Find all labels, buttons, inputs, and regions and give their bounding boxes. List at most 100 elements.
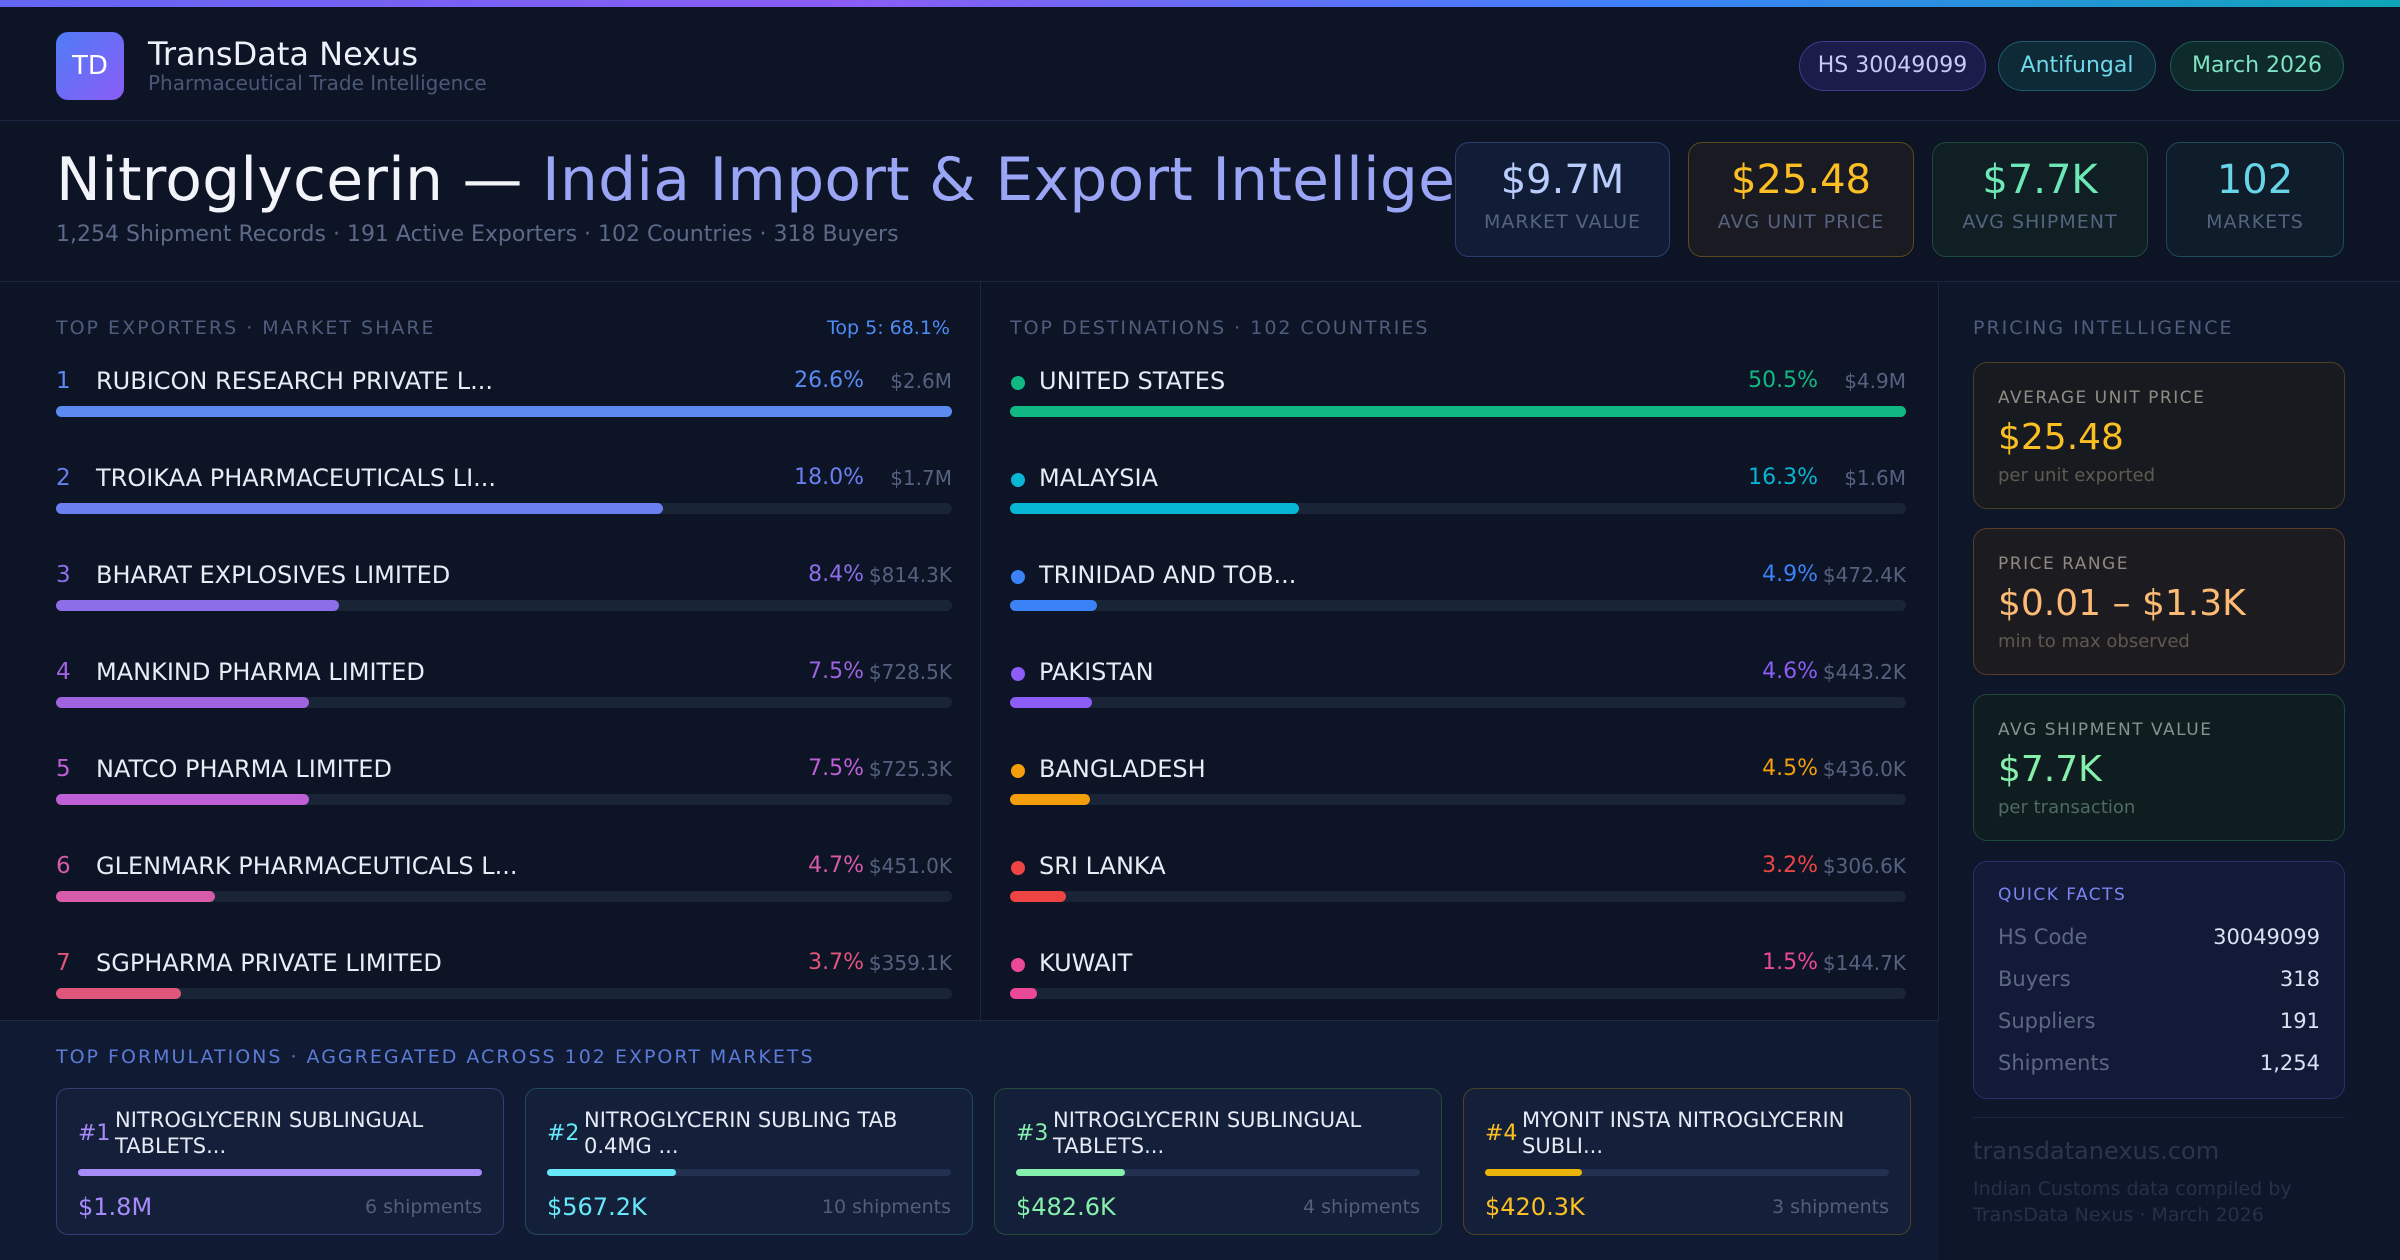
- stat-label: AVG UNIT PRICE: [1717, 211, 1885, 233]
- destination-row[interactable]: KUWAIT 1.5% $144.7K: [1010, 949, 1906, 1010]
- fact-label: HS Code: [1998, 925, 2088, 949]
- share-bar-fill: [56, 794, 309, 805]
- destination-row[interactable]: BANGLADESH 4.5% $436.0K: [1010, 755, 1906, 816]
- formulation-shipments: 3 shipments: [1772, 1196, 1889, 1218]
- stat-avg-unit-price: $25.48 AVG UNIT PRICE: [1688, 142, 1914, 257]
- exporter-row[interactable]: 4 MANKIND PHARMA LIMITED 7.5% $728.5K: [56, 658, 952, 719]
- formulation-card[interactable]: #2 NITROGLYCERIN SUBLING TAB 0.4MG ... $56…: [525, 1088, 973, 1235]
- exporter-rank: 6: [56, 853, 71, 879]
- formulation-bar-fill: [547, 1169, 677, 1176]
- exporters-title: TOP EXPORTERS · MARKET SHARE: [56, 317, 436, 339]
- share-bar-fill: [1010, 794, 1090, 805]
- date-pill[interactable]: March 2026: [2170, 41, 2344, 91]
- stat-avg-shipment: $7.7K AVG SHIPMENT: [1932, 142, 2148, 257]
- top-accent-bar: [0, 0, 2400, 7]
- formulation-bar-track: [1016, 1169, 1420, 1176]
- country-color-dot: [1011, 570, 1025, 584]
- share-bar-track: [56, 891, 952, 902]
- share-bar-fill: [1010, 988, 1037, 999]
- exporter-name: SGPHARMA PRIVATE LIMITED: [96, 949, 442, 977]
- formulation-bar-fill: [78, 1169, 482, 1176]
- fact-value: 191: [2279, 1009, 2320, 1033]
- hs-code-pill[interactable]: HS 30049099: [1799, 41, 1986, 91]
- formulation-card[interactable]: #4 MYONIT INSTA NITROGLYCERIN SUBLI... $42…: [1463, 1088, 1911, 1235]
- card-value: $25.48: [1998, 417, 2124, 458]
- formulation-name: NITROGLYCERIN SUBLING TAB 0.4MG ...: [584, 1108, 898, 1158]
- destination-share-pct: 1.5%: [1762, 950, 1818, 975]
- destination-name: KUWAIT: [1039, 949, 1133, 977]
- exporter-value: $814.3K: [868, 563, 952, 587]
- share-bar-track: [56, 406, 952, 417]
- share-bar-fill: [56, 988, 181, 999]
- formulation-card[interactable]: #1 NITROGLYCERIN SUBLINGUAL TABLETS... $1.…: [56, 1088, 504, 1235]
- category-pill[interactable]: Antifungal: [1998, 41, 2156, 91]
- exporter-row[interactable]: 3 BHARAT EXPLOSIVES LIMITED 8.4% $814.3K: [56, 561, 952, 622]
- fact-value: 318: [2279, 967, 2320, 991]
- destination-row[interactable]: TRINIDAD AND TOB... 4.9% $472.4K: [1010, 561, 1906, 622]
- destination-row[interactable]: MALAYSIA 16.3% $1.6M: [1010, 464, 1906, 525]
- stat-value: 102: [2216, 157, 2294, 203]
- fact-row: HS Code 30049099: [1998, 925, 2320, 955]
- fact-label: Shipments: [1998, 1051, 2110, 1075]
- exporter-row[interactable]: 6 GLENMARK PHARMACEUTICALS L... 4.7% $451.0…: [56, 852, 952, 913]
- exporter-rank: 7: [56, 950, 71, 976]
- formulation-name: NITROGLYCERIN SUBLINGUAL TABLETS...: [1053, 1108, 1362, 1158]
- exporter-share-pct: 8.4%: [808, 562, 864, 587]
- fact-row: Suppliers 191: [1998, 1009, 2320, 1039]
- exporter-rank: 2: [56, 465, 71, 491]
- destination-value: $443.2K: [1822, 660, 1906, 684]
- fact-row: Buyers 318: [1998, 967, 2320, 997]
- stat-markets: 102 MARKETS: [2166, 142, 2344, 257]
- card-key: AVERAGE UNIT PRICE: [1998, 388, 2206, 408]
- country-color-dot: [1011, 376, 1025, 390]
- share-bar-track: [1010, 697, 1906, 708]
- exporter-row[interactable]: 1 RUBICON RESEARCH PRIVATE L... 26.6% $2.6M: [56, 367, 952, 428]
- share-bar-track: [1010, 600, 1906, 611]
- stat-label: MARKET VALUE: [1483, 211, 1642, 233]
- formulation-bar-track: [547, 1169, 951, 1176]
- exporter-row[interactable]: 2 TROIKAA PHARMACEUTICALS LI... 18.0% $1.7M: [56, 464, 952, 525]
- quick-facts-title: QUICK FACTS: [1998, 885, 2127, 905]
- footer-url[interactable]: transdatanexus.com: [1973, 1137, 2220, 1165]
- exporter-value: $2.6M: [890, 369, 952, 393]
- exporter-value: $451.0K: [868, 854, 952, 878]
- formulation-rank: #2: [547, 1121, 580, 1146]
- formulations-panel: TOP FORMULATIONS · AGGREGATED ACROSS 102…: [0, 1020, 1939, 1260]
- country-color-dot: [1011, 667, 1025, 681]
- avg-unit-price-card: AVERAGE UNIT PRICE $25.48 per unit expor…: [1973, 362, 2345, 509]
- formulation-bar-track: [1485, 1169, 1889, 1176]
- share-bar-fill: [1010, 600, 1097, 611]
- stat-label: AVG SHIPMENT: [1962, 211, 2118, 233]
- exporter-share-pct: 18.0%: [794, 465, 864, 490]
- destination-name: UNITED STATES: [1039, 367, 1226, 395]
- share-bar-fill: [56, 406, 952, 417]
- card-value: $7.7K: [1998, 749, 2102, 790]
- destination-name: PAKISTAN: [1039, 658, 1154, 686]
- exporter-share-pct: 26.6%: [794, 368, 864, 393]
- destination-row[interactable]: UNITED STATES 50.5% $4.9M: [1010, 367, 1906, 428]
- share-bar-fill: [1010, 406, 1906, 417]
- exporter-value: $728.5K: [868, 660, 952, 684]
- destination-row[interactable]: PAKISTAN 4.6% $443.2K: [1010, 658, 1906, 719]
- page-title-product: Nitroglycerin —: [56, 145, 543, 215]
- fact-value: 30049099: [2213, 925, 2320, 949]
- exporter-rank: 5: [56, 756, 71, 782]
- exporter-name: RUBICON RESEARCH PRIVATE L...: [96, 367, 493, 395]
- exporter-value: $725.3K: [868, 757, 952, 781]
- exporter-row[interactable]: 7 SGPHARMA PRIVATE LIMITED 3.7% $359.1K: [56, 949, 952, 1010]
- destination-row[interactable]: SRI LANKA 3.2% $306.6K: [1010, 852, 1906, 913]
- formulation-card[interactable]: #3 NITROGLYCERIN SUBLINGUAL TABLETS... $48…: [994, 1088, 1442, 1235]
- share-bar-track: [56, 697, 952, 708]
- formulation-shipments: 4 shipments: [1303, 1196, 1420, 1218]
- exporter-share-pct: 4.7%: [808, 853, 864, 878]
- destination-share-pct: 3.2%: [1762, 853, 1818, 878]
- app-tagline: Pharmaceutical Trade Intelligence: [148, 71, 487, 95]
- share-bar-fill: [1010, 503, 1299, 514]
- share-bar-fill: [56, 697, 309, 708]
- stat-market-value: $9.7M MARKET VALUE: [1455, 142, 1670, 257]
- share-bar-track: [56, 794, 952, 805]
- exporter-row[interactable]: 5 NATCO PHARMA LIMITED 7.5% $725.3K: [56, 755, 952, 816]
- logo-badge: TD: [56, 32, 124, 100]
- destination-share-pct: 16.3%: [1748, 465, 1818, 490]
- destination-name: MALAYSIA: [1039, 464, 1158, 492]
